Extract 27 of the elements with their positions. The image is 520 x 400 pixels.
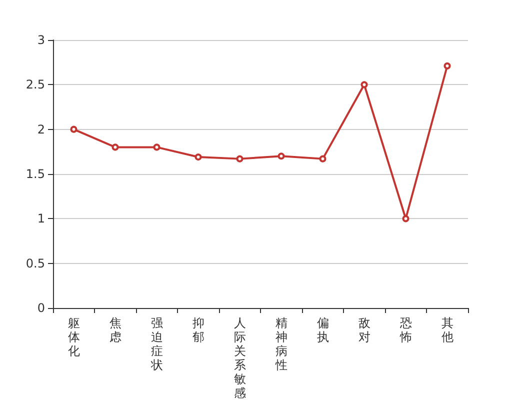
- point: [236, 155, 244, 162]
- x-tick-label: 人际关系敏感: [234, 316, 246, 400]
- point: [319, 155, 326, 162]
- y-tick-label: 3: [37, 33, 45, 47]
- y-tick-label: 1.5: [26, 167, 45, 181]
- point: [402, 215, 410, 222]
- x-tick-label: 其他: [441, 316, 454, 344]
- point: [444, 62, 451, 70]
- x-tick-label: 偏执: [316, 316, 329, 344]
- y-tick-label: 0: [37, 301, 45, 315]
- x-tick-label: 精神病性: [274, 316, 288, 372]
- point: [360, 81, 368, 88]
- point: [112, 144, 119, 151]
- x-tick-label: 躯体化: [68, 316, 80, 358]
- point: [278, 152, 285, 160]
- x-tick-label: 敌对: [358, 316, 370, 344]
- x-tick-label: 恐怖: [398, 316, 412, 344]
- x-tick-label: 强迫症状: [150, 316, 163, 372]
- y-tick-label: 2.5: [26, 78, 45, 92]
- x-tick-label: 抑郁: [192, 316, 204, 344]
- point: [70, 126, 78, 133]
- x-tick-label: 焦虑: [109, 316, 122, 344]
- y-tick-label: 2: [37, 122, 45, 136]
- point: [194, 154, 202, 161]
- y-tick-label: 1: [37, 212, 45, 226]
- point: [153, 144, 160, 151]
- y-tick-label: 0.5: [26, 256, 45, 270]
